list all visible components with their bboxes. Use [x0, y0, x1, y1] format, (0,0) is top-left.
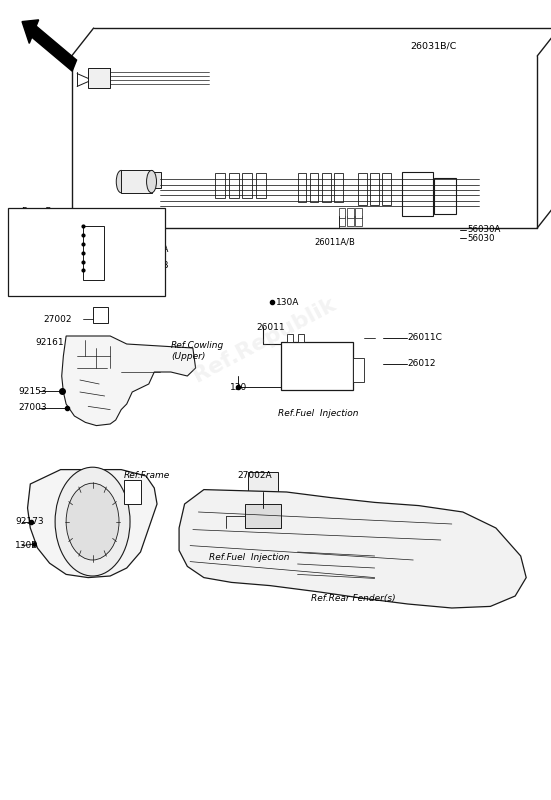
Bar: [245, 504, 281, 528]
Text: 26012: 26012: [408, 359, 436, 369]
Bar: [83, 226, 104, 280]
Text: 26006: 26006: [96, 213, 125, 222]
Bar: [88, 68, 110, 88]
Polygon shape: [179, 490, 526, 608]
Bar: [242, 173, 252, 198]
Text: Ref.Fuel  Injection: Ref.Fuel Injection: [209, 553, 290, 562]
Text: 92161: 92161: [36, 338, 64, 347]
Text: 26006B: 26006B: [135, 261, 169, 270]
Bar: [355, 216, 362, 226]
Text: 26006: 26006: [22, 230, 50, 240]
Text: 130A: 130A: [276, 298, 299, 307]
Text: 130B: 130B: [15, 541, 39, 550]
Bar: [402, 172, 433, 216]
Bar: [93, 307, 108, 323]
Text: Ref.Frame: Ref.Frame: [124, 470, 170, 480]
Bar: [281, 342, 353, 390]
Text: Ref.Fuel  Injection: Ref.Fuel Injection: [278, 409, 359, 418]
Bar: [215, 173, 225, 198]
Bar: [229, 173, 239, 198]
Ellipse shape: [144, 172, 154, 188]
Bar: [347, 208, 354, 218]
Bar: [120, 242, 132, 251]
Bar: [434, 178, 456, 214]
Text: 26006B: 26006B: [22, 248, 53, 258]
Text: 26U06B: 26U06B: [22, 257, 53, 266]
Ellipse shape: [147, 170, 156, 193]
Text: 130: 130: [230, 382, 247, 392]
Bar: [334, 173, 343, 202]
Text: 26011: 26011: [256, 322, 285, 332]
Bar: [8, 208, 165, 296]
Bar: [298, 173, 306, 202]
Polygon shape: [62, 336, 196, 426]
Text: 26006: 26006: [22, 266, 50, 275]
Text: 26006B: 26006B: [22, 222, 53, 231]
Bar: [353, 358, 364, 382]
Text: 26011C: 26011C: [408, 333, 442, 342]
Circle shape: [55, 467, 130, 576]
Text: 27003: 27003: [18, 403, 47, 413]
Bar: [322, 173, 331, 202]
Bar: [370, 173, 379, 205]
Text: 26011A/B: 26011A/B: [314, 237, 355, 246]
Text: 92173: 92173: [15, 517, 44, 526]
Bar: [339, 216, 345, 226]
Text: 26031B/C: 26031B/C: [410, 41, 457, 50]
Text: Fuse Box: Fuse Box: [22, 207, 62, 217]
Text: 27002A: 27002A: [237, 471, 272, 481]
Bar: [382, 173, 391, 205]
Bar: [121, 170, 152, 193]
Bar: [358, 173, 367, 205]
Bar: [355, 208, 362, 218]
Bar: [298, 334, 304, 342]
Text: 56030A: 56030A: [467, 225, 501, 234]
Text: 92153: 92153: [18, 387, 47, 397]
Text: Ref.Rear Fender(s): Ref.Rear Fender(s): [311, 594, 396, 603]
Bar: [287, 334, 293, 342]
Text: Ref.Republik: Ref.Republik: [190, 294, 339, 386]
Text: 26006A: 26006A: [135, 245, 169, 254]
Bar: [256, 173, 266, 198]
Text: Ref.Cowling
(Upper): Ref.Cowling (Upper): [171, 342, 224, 361]
Ellipse shape: [116, 170, 126, 193]
Bar: [248, 472, 278, 492]
Bar: [122, 172, 142, 188]
Circle shape: [66, 483, 119, 560]
Text: 26006B: 26006B: [22, 239, 53, 249]
Bar: [310, 173, 318, 202]
Bar: [124, 480, 141, 504]
Ellipse shape: [125, 172, 134, 188]
FancyArrow shape: [22, 20, 77, 71]
Text: 27002: 27002: [43, 314, 72, 324]
Bar: [141, 172, 161, 188]
Polygon shape: [28, 470, 157, 578]
Bar: [120, 259, 132, 269]
Text: 56030: 56030: [467, 234, 495, 243]
Bar: [347, 216, 354, 226]
Bar: [339, 208, 345, 218]
